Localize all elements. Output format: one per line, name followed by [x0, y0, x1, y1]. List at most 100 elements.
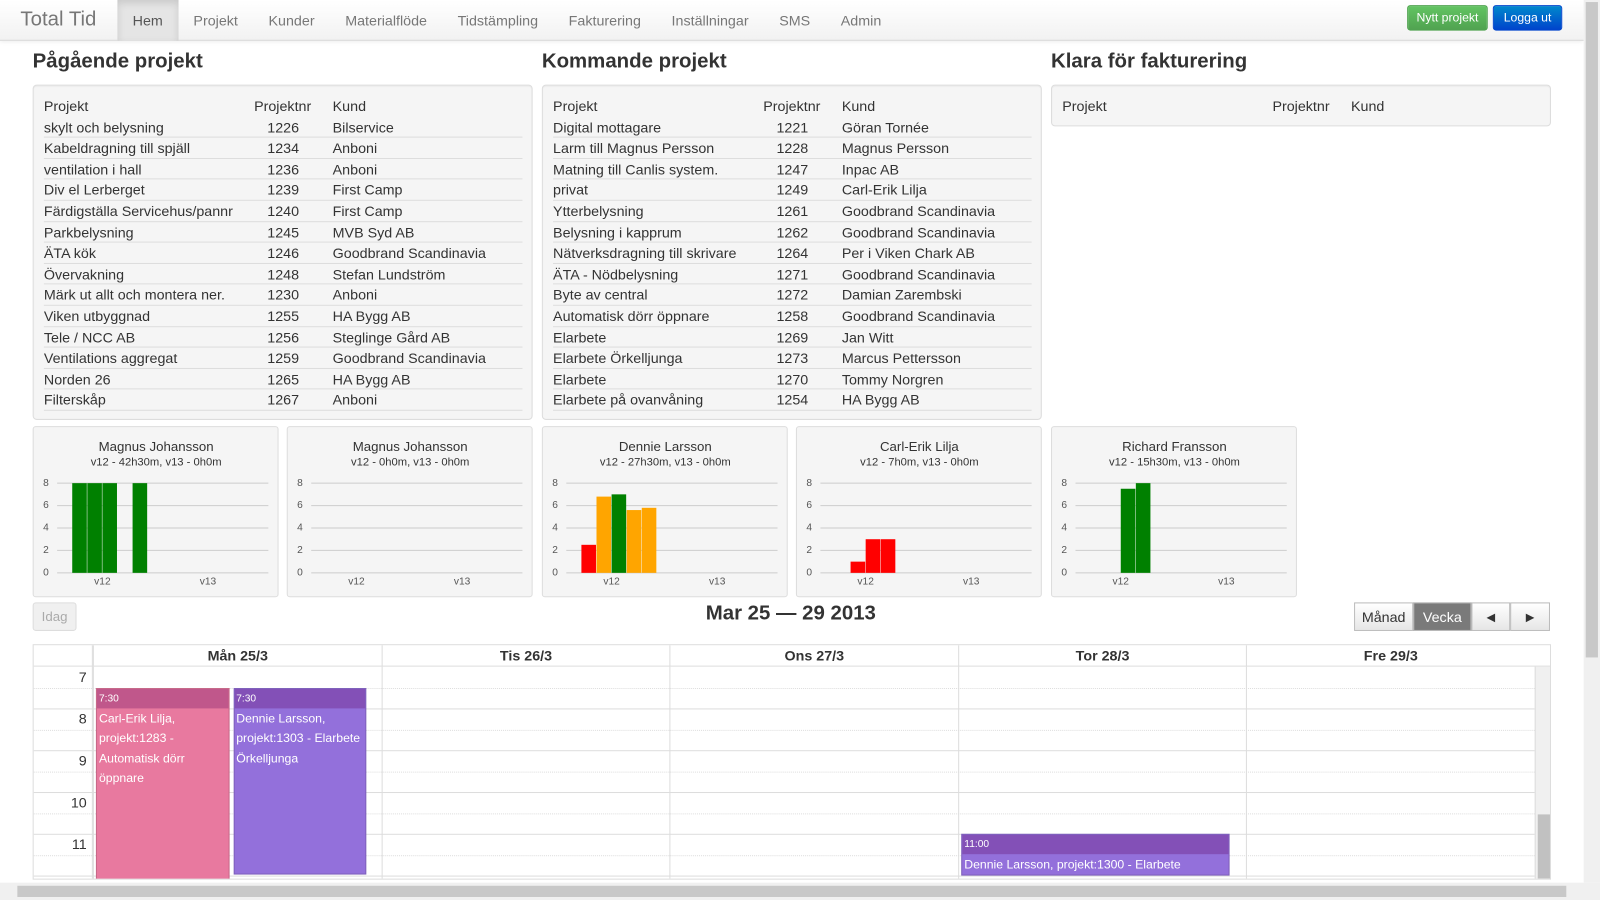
table-cell: 1259 — [267, 349, 300, 367]
nav-button[interactable]: Nytt projekt — [1407, 5, 1488, 31]
slot-line — [33, 854, 1535, 856]
chart-title: Magnus Johansson — [99, 439, 214, 454]
table-row[interactable] — [43, 306, 523, 327]
table-cell: 1256 — [267, 328, 300, 346]
calendar-title: Mar 25 — 29 2013 — [705, 602, 876, 625]
mini-chart: Magnus Johansson v12 - 0h0m, v13 - 0h0m 0 2… — [297, 439, 523, 588]
table-row[interactable] — [553, 285, 1032, 306]
day-header: Fre 29/3 — [1245, 645, 1535, 667]
table-cell: 1239 — [267, 181, 300, 199]
table-cell: Ytterbelysning — [553, 202, 644, 220]
view-button[interactable]: Månad — [1354, 602, 1414, 631]
chart-subtitle: v12 - 7h0m, v13 - 0h0m — [860, 457, 978, 469]
nav-item[interactable]: Kunder — [268, 12, 315, 29]
y-tick-label: 0 — [1061, 568, 1067, 579]
table-row[interactable] — [553, 390, 1032, 411]
today-button[interactable]: Idag — [32, 602, 77, 631]
scroll-thumb[interactable] — [1537, 814, 1550, 879]
view-button[interactable]: ► — [1510, 602, 1550, 631]
table-row[interactable] — [43, 201, 523, 222]
table-cell: Byte av central — [553, 286, 648, 304]
event[interactable]: 11:00 Dennie Larsson, projekt:1300 - Elar… — [961, 833, 1230, 876]
table-row[interactable] — [43, 243, 523, 264]
table-row[interactable] — [553, 180, 1032, 201]
day-header: Tor 28/3 — [958, 645, 1246, 667]
table-cell: Marcus Pettersson — [841, 349, 961, 367]
x-tick-label: v13 — [454, 577, 471, 588]
bar — [1120, 488, 1136, 573]
day-header: Ons 27/3 — [669, 645, 958, 667]
nav-item[interactable]: Projekt — [193, 12, 238, 29]
x-tick-label: v13 — [1218, 577, 1235, 588]
table-row[interactable] — [553, 138, 1032, 159]
table-row[interactable] — [553, 222, 1032, 243]
table-cell: Per i Viken Chark AB — [841, 244, 975, 262]
table-row[interactable] — [553, 159, 1032, 180]
table-row[interactable] — [553, 306, 1032, 327]
table-row[interactable] — [553, 327, 1032, 348]
table-cell: Goodbrand Scandinavia — [841, 307, 996, 325]
table-row[interactable] — [553, 117, 1032, 138]
chart-box: Magnus Johansson v12 - 0h0m, v13 - 0h0m 0 2… — [286, 426, 533, 598]
table-cell: HA Bygg AB — [332, 370, 411, 388]
table-row[interactable] — [43, 369, 523, 390]
chart-title: Richard Fransson — [1122, 439, 1227, 454]
event-time: 7:30 — [96, 688, 229, 708]
table-row[interactable] — [553, 264, 1032, 285]
chart-subtitle: v12 - 27h30m, v13 - 0h0m — [600, 457, 731, 469]
table-row[interactable] — [553, 243, 1032, 264]
y-tick-label: 2 — [43, 545, 49, 556]
slot-line — [33, 812, 1535, 814]
table-cell: 1254 — [776, 391, 809, 409]
table-cell: Digital mottagare — [553, 118, 662, 136]
event[interactable]: 7:30 Carl-Erik Lilja, projekt:1283 - Auto… — [95, 687, 230, 879]
panel-box: Projekt Projektnr Kund skylt och belysning 1… — [32, 84, 533, 420]
y-tick-label: 4 — [806, 523, 812, 534]
table-row[interactable] — [43, 159, 523, 180]
table-row[interactable] — [43, 390, 523, 411]
table-row[interactable] — [553, 348, 1032, 369]
nav-item[interactable]: Inställningar — [671, 12, 749, 29]
table-row[interactable] — [43, 285, 523, 306]
table-cell: First Camp — [332, 181, 403, 199]
slot-line — [33, 833, 1535, 835]
table-row[interactable] — [553, 369, 1032, 390]
slot-line — [33, 687, 1535, 689]
brand[interactable]: Total Tid — [20, 8, 97, 31]
scroll-thumb[interactable] — [17, 885, 1567, 897]
table-cell: Elarbete Örkelljunga — [553, 349, 683, 367]
table-cell: 1234 — [267, 139, 300, 157]
day-column — [1245, 666, 1247, 879]
y-tick-label: 0 — [297, 568, 303, 579]
view-button[interactable]: Vecka — [1413, 602, 1472, 631]
nav-item[interactable]: Fakturering — [568, 12, 641, 29]
scroll-thumb[interactable] — [1585, 2, 1598, 658]
table-row[interactable] — [43, 327, 523, 348]
nav-item[interactable]: Hem — [117, 0, 179, 41]
view-button[interactable]: ◄ — [1471, 602, 1511, 631]
table-cell: Nätverksdragning till skrivare — [553, 244, 737, 262]
table-cell: Kabeldragning till spjäll — [43, 139, 191, 157]
table-cell: 1245 — [267, 223, 300, 241]
nav-item[interactable]: Materialflöde — [345, 12, 427, 29]
mini-chart: Magnus Johansson v12 - 42h30m, v13 - 0h0m… — [43, 439, 269, 588]
table-row[interactable] — [43, 222, 523, 243]
nav-item[interactable]: SMS — [779, 12, 811, 29]
table-row[interactable] — [43, 138, 523, 159]
table-cell: Parkbelysning — [43, 223, 134, 241]
table-row[interactable] — [43, 264, 523, 285]
table-row[interactable] — [43, 117, 523, 138]
nav-item[interactable]: Tidstämpling — [457, 12, 539, 29]
table-row[interactable] — [553, 201, 1032, 222]
nav-item[interactable]: Admin — [840, 12, 882, 29]
table-cell: Stefan Lundström — [332, 265, 446, 283]
nav-button[interactable]: Logga ut — [1492, 5, 1563, 31]
event[interactable]: 7:30 Dennie Larsson, projekt:1303 - Elarb… — [233, 687, 367, 875]
chart-subtitle: v12 - 42h30m, v13 - 0h0m — [91, 457, 222, 469]
table-cell: Belysning i kapprum — [553, 223, 682, 241]
table-cell: Magnus Persson — [841, 139, 950, 157]
table-cell: 1248 — [267, 265, 300, 283]
table-row[interactable] — [43, 348, 523, 369]
table-row[interactable] — [43, 180, 523, 201]
